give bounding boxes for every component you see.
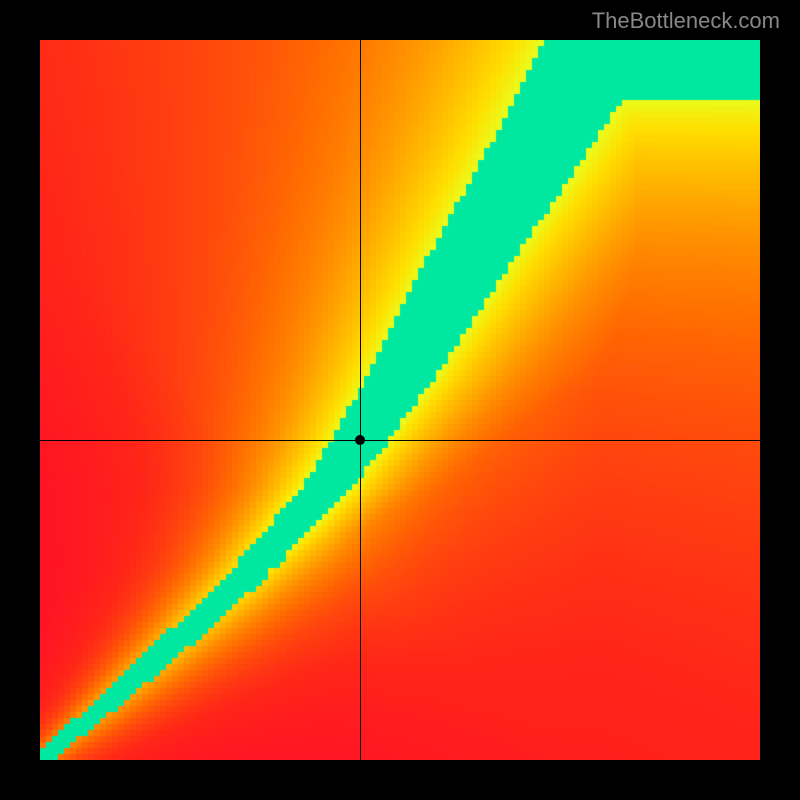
crosshair-point bbox=[355, 435, 365, 445]
crosshair-vertical bbox=[360, 40, 361, 760]
heatmap-canvas bbox=[40, 40, 760, 760]
heatmap-plot bbox=[40, 40, 760, 760]
watermark-text: TheBottleneck.com bbox=[592, 8, 780, 34]
crosshair-horizontal bbox=[40, 440, 760, 441]
